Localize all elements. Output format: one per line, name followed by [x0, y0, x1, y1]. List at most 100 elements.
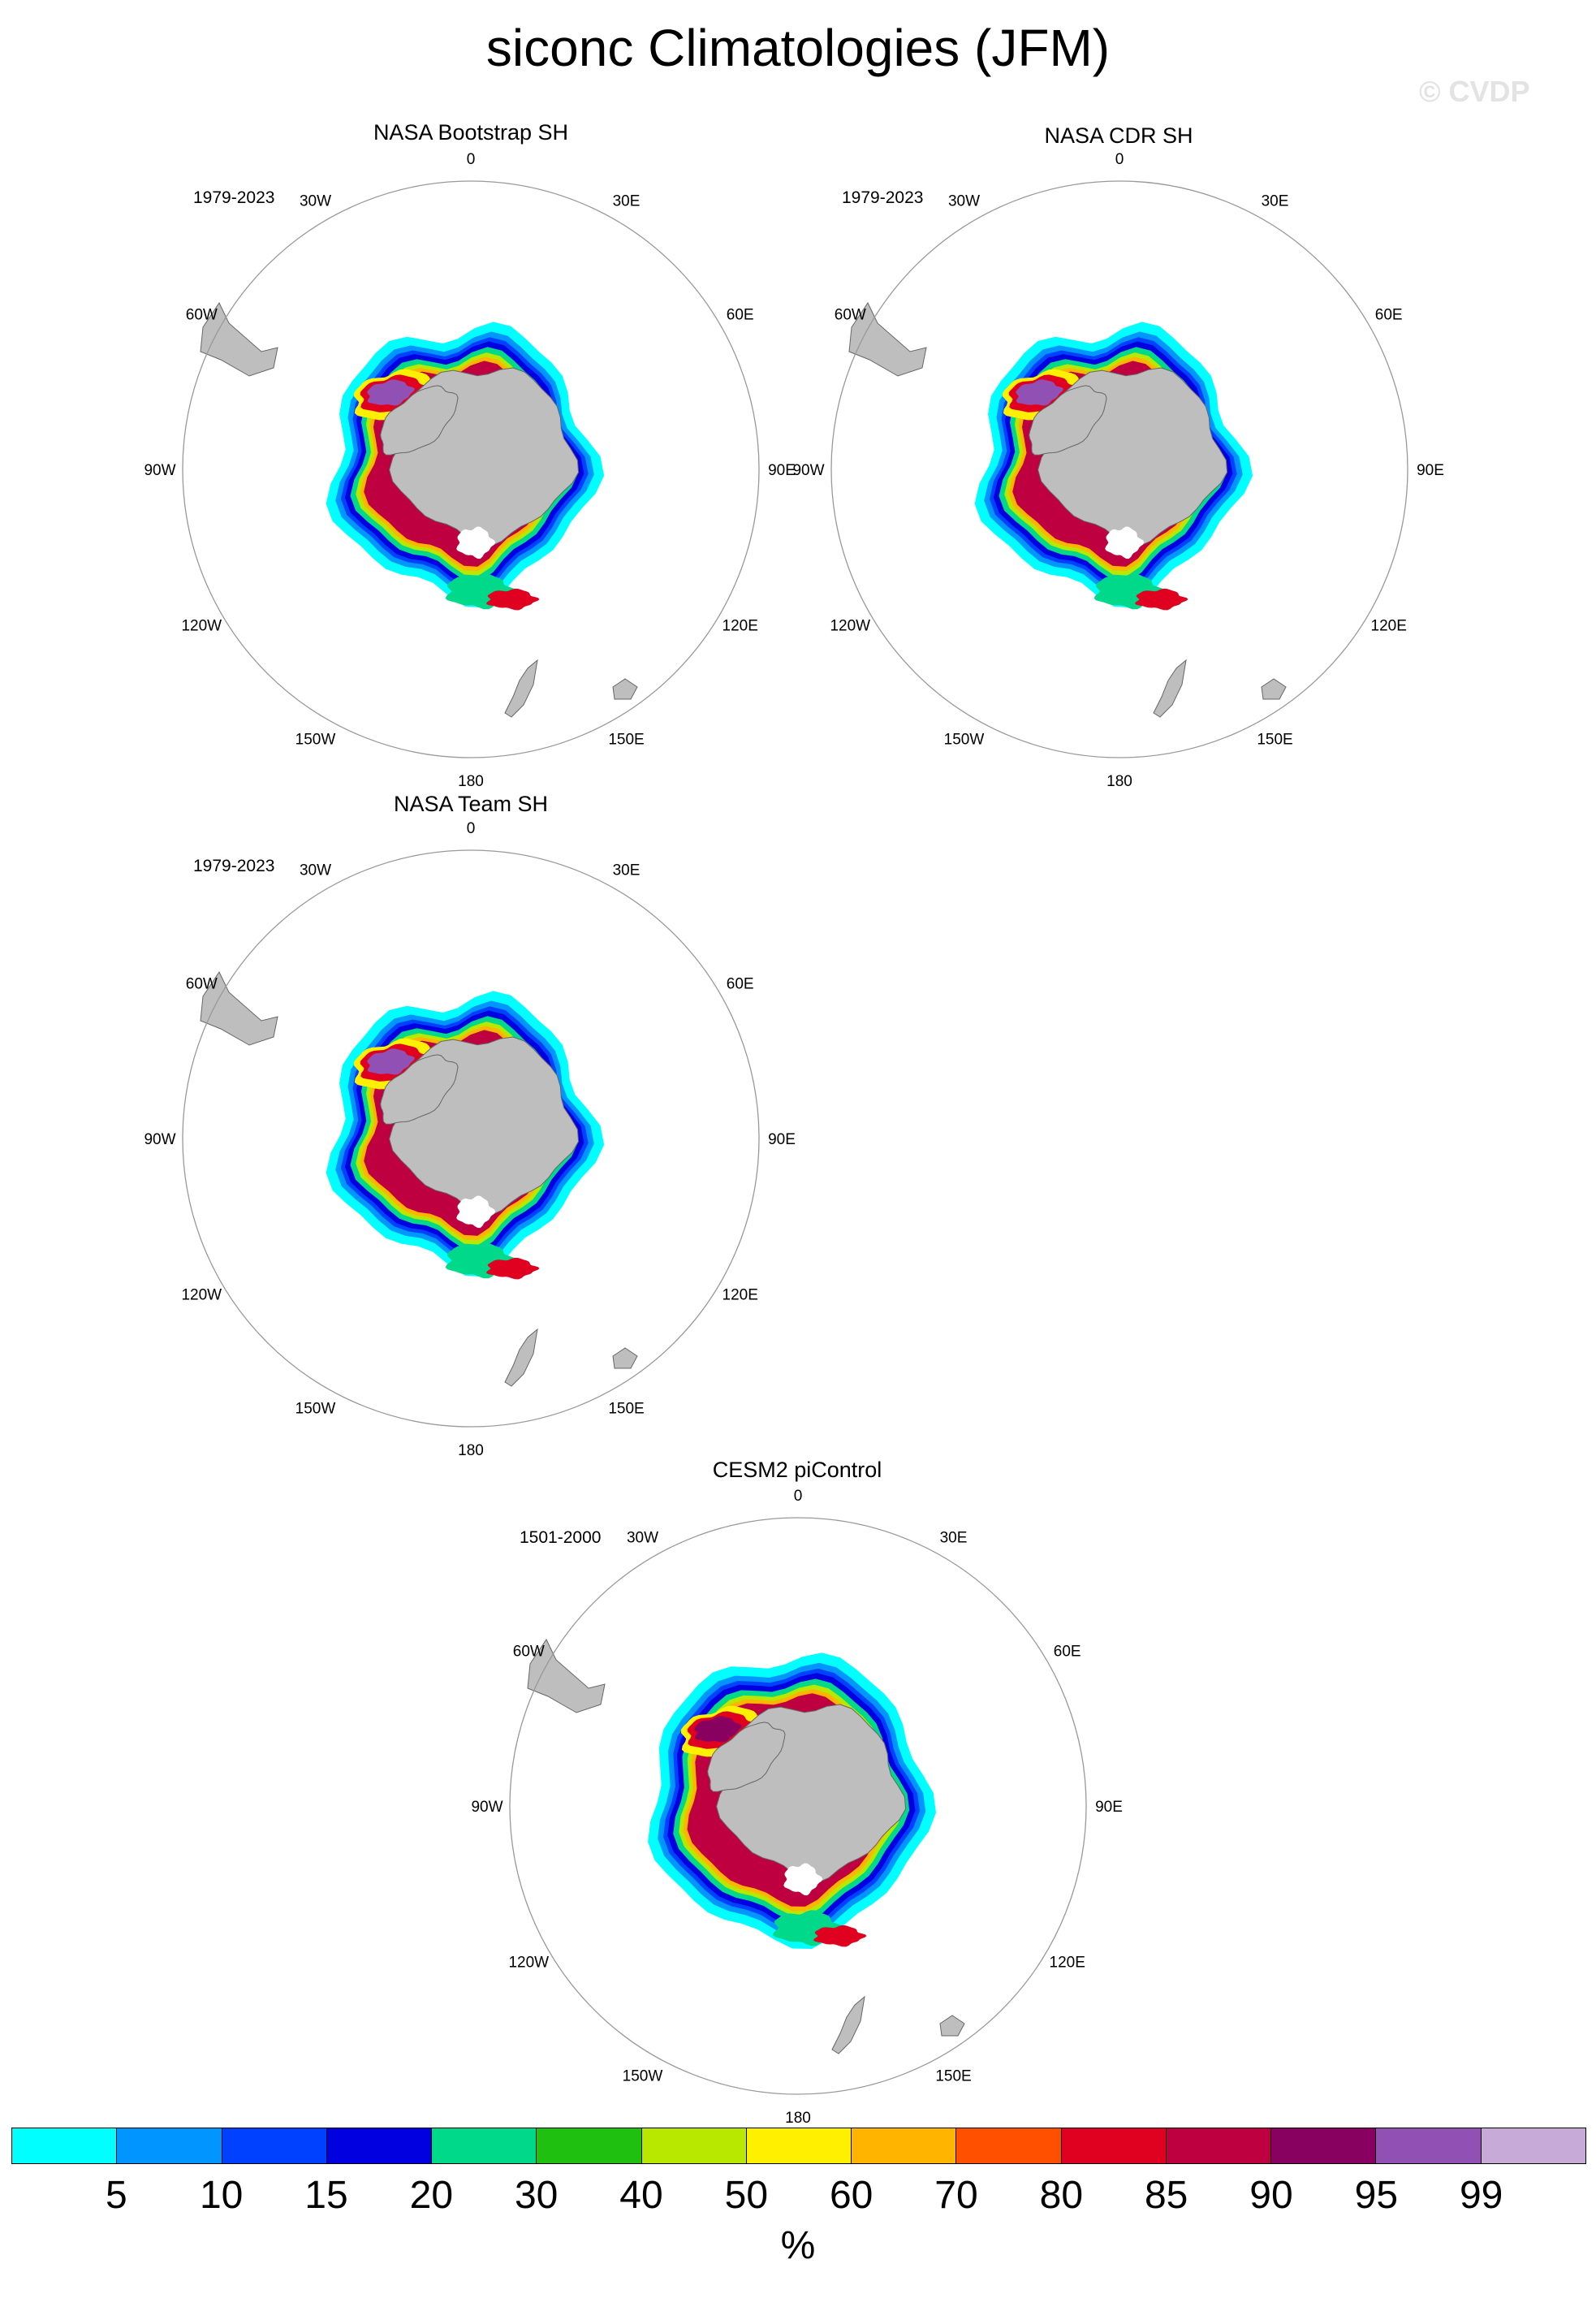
colorbar-tick-label: 85 — [1144, 2174, 1188, 2217]
longitude-label: 30E — [940, 1529, 968, 1546]
map-boundary-circle — [830, 180, 1408, 758]
colorbar-swatch-1 — [117, 2128, 222, 2163]
longitude-label: 180 — [1106, 773, 1132, 790]
ross-ice-85 — [813, 1925, 867, 1947]
panel-period-1: 1979-2023 — [193, 188, 275, 207]
longitude-label: 60E — [727, 976, 754, 993]
panel-title-1: NASA Bootstrap SH — [373, 120, 569, 145]
longitude-label: 150W — [623, 2068, 663, 2085]
longitude-label: 60E — [727, 307, 754, 324]
colorbar-swatch-12 — [1271, 2128, 1377, 2163]
colorbar — [11, 2128, 1586, 2164]
longitude-label: 150E — [935, 2068, 971, 2085]
longitude-label: 120W — [181, 618, 222, 635]
tasmania — [1261, 678, 1287, 700]
longitude-label: 120E — [1371, 618, 1407, 635]
ross-ice-85 — [485, 1257, 540, 1280]
panel-period-4: 1501-2000 — [520, 1528, 602, 1547]
colorbar-swatch-9 — [956, 2128, 1062, 2163]
colorbar-tick-label: 70 — [934, 2174, 978, 2217]
colorbar-swatch-10 — [1061, 2128, 1167, 2163]
antarctic-peninsula — [380, 385, 459, 456]
colorbar-swatch-0 — [12, 2128, 118, 2163]
colorbar-tick-label: 40 — [619, 2174, 663, 2217]
longitude-label: 90W — [471, 1799, 503, 1816]
weddell-ice-95 — [694, 1716, 742, 1743]
watermark: © CVDP — [1419, 75, 1530, 108]
longitude-label: 90E — [768, 1131, 796, 1148]
tasmania — [612, 678, 638, 700]
weddell-ice-95 — [367, 1048, 415, 1075]
longitude-label: 120W — [181, 1287, 222, 1304]
ross-ice-shelf — [456, 1195, 496, 1229]
ross-ice-85 — [1134, 588, 1188, 611]
longitude-label: 150E — [608, 1401, 644, 1418]
longitude-label: 150W — [295, 732, 336, 749]
panel-title-2: NASA CDR SH — [1044, 123, 1193, 148]
longitude-label: 120E — [723, 618, 758, 635]
longitude-label: 150W — [944, 732, 985, 749]
longitude-label: 90E — [768, 462, 796, 479]
map-boundary-circle — [182, 180, 760, 758]
longitude-label: 30E — [613, 862, 641, 879]
colorbar-swatch-2 — [222, 2128, 327, 2163]
longitude-label: 150W — [295, 1401, 336, 1418]
longitude-label: 60E — [1375, 307, 1403, 324]
longitude-label: 180 — [785, 2110, 811, 2127]
colorbar-swatch-14 — [1481, 2128, 1585, 2163]
weddell-ice-95 — [367, 379, 415, 406]
ross-ice-85 — [485, 588, 540, 611]
longitude-label: 30E — [613, 192, 641, 210]
new-zealand — [504, 659, 538, 718]
panel-title-4: CESM2 piControl — [712, 1458, 882, 1482]
colorbar-tick-label: 30 — [514, 2174, 559, 2217]
south-america-tip — [200, 970, 278, 1046]
longitude-label: 30W — [627, 1529, 658, 1546]
colorbar-tick-label: 10 — [199, 2174, 244, 2217]
tasmania — [939, 2015, 965, 2037]
colorbar-tick-label: 80 — [1039, 2174, 1084, 2217]
south-america-tip — [200, 301, 278, 377]
longitude-label: 90E — [1095, 1799, 1123, 1816]
colorbar-swatch-13 — [1376, 2128, 1482, 2163]
colorbar-swatch-7 — [746, 2128, 852, 2163]
south-america-tip — [527, 1638, 606, 1713]
colorbar-swatch-6 — [641, 2128, 747, 2163]
longitude-label: 120W — [508, 1955, 549, 1972]
colorbar-tick-label: 99 — [1459, 2174, 1503, 2217]
new-zealand — [1153, 659, 1187, 718]
longitude-label: 60W — [186, 307, 218, 324]
panel-period-2: 1979-2023 — [842, 188, 924, 207]
page-title: siconc Climatologies (JFM) — [485, 19, 1111, 77]
longitude-label: 0 — [1115, 151, 1124, 168]
south-america-tip — [848, 301, 927, 377]
map-boundary-circle — [509, 1517, 1087, 2095]
colorbar-swatch-4 — [432, 2128, 537, 2163]
longitude-label: 60W — [835, 307, 866, 324]
longitude-label: 90W — [792, 462, 824, 479]
ross-ice-shelf — [783, 1863, 823, 1896]
longitude-label: 150E — [1257, 732, 1292, 749]
colorbar-swatch-5 — [537, 2128, 642, 2163]
new-zealand — [504, 1328, 538, 1387]
colorbar-tick-labels: 5 10 15 20 30 40 50 60 70 80 85 90 95 99 — [11, 2173, 1586, 2222]
longitude-label: 180 — [458, 1442, 484, 1459]
longitude-label: 60W — [513, 1644, 545, 1661]
weddell-ice-95 — [1016, 379, 1063, 406]
longitude-label: 30E — [1262, 192, 1289, 210]
colorbar-tick-label: 90 — [1249, 2174, 1293, 2217]
longitude-label: 120W — [830, 618, 870, 635]
colorbar-tick-label: 60 — [829, 2174, 873, 2217]
longitude-label: 150E — [608, 732, 644, 749]
tasmania — [612, 1347, 638, 1369]
map-boundary-circle — [182, 849, 760, 1428]
antarctic-peninsula — [380, 1054, 459, 1125]
longitude-label: 30W — [300, 862, 331, 879]
longitude-label: 0 — [467, 151, 476, 168]
longitude-label: 90E — [1417, 462, 1444, 479]
colorbar-tick-label: 20 — [409, 2174, 454, 2217]
colorbar-units: % — [780, 2224, 816, 2267]
